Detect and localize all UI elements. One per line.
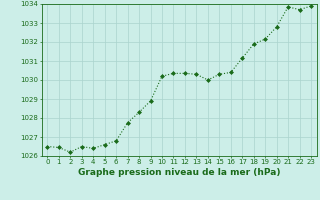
X-axis label: Graphe pression niveau de la mer (hPa): Graphe pression niveau de la mer (hPa) bbox=[78, 168, 280, 177]
